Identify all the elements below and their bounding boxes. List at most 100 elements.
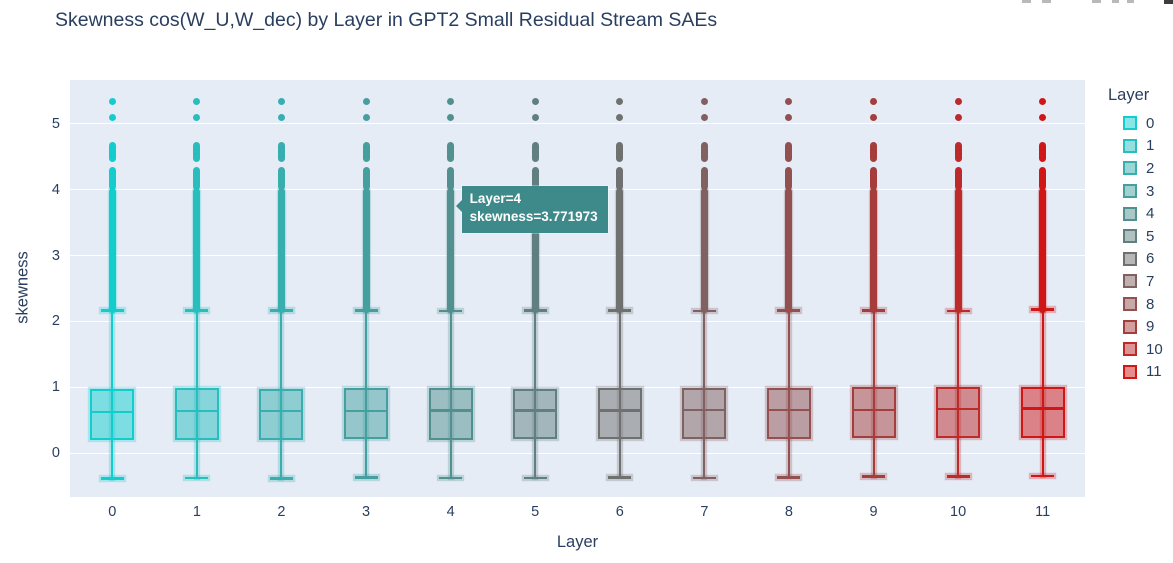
legend-item-3[interactable]: 3 <box>1106 180 1163 203</box>
box-layer-9[interactable] <box>70 80 1085 497</box>
outlier-strip <box>616 187 624 314</box>
outlier-dot <box>700 98 708 106</box>
legend-swatch-icon <box>1123 274 1137 289</box>
x-tick-label: 3 <box>361 504 371 520</box>
legend-swatch-icon <box>1123 251 1137 266</box>
box-layer-1[interactable] <box>70 80 1085 497</box>
legend-item-5[interactable]: 5 <box>1106 225 1163 248</box>
outlier-blob <box>1039 166 1047 190</box>
x-tick-label: 6 <box>615 504 624 520</box>
legend-swatch-icon <box>1123 138 1137 153</box>
box-layer-4[interactable] <box>70 80 1085 497</box>
legend-item-2[interactable]: 2 <box>1106 157 1163 180</box>
y-axis-title: skewness <box>13 251 32 324</box>
box-rect <box>428 388 473 440</box>
legend-item-label: 4 <box>1146 205 1155 223</box>
legend-item-10[interactable]: 10 <box>1106 338 1163 361</box>
box-layer-10[interactable] <box>70 80 1085 497</box>
modebar-icon-fragment[interactable] <box>1042 0 1051 3</box>
outlier-blob <box>785 166 793 190</box>
legend-swatch-icon <box>1123 319 1137 334</box>
whisker-cap-low <box>862 475 886 478</box>
outlier-dot <box>277 114 285 122</box>
legend-item-label: 5 <box>1146 227 1155 245</box>
legend-item-8[interactable]: 8 <box>1106 293 1163 316</box>
legend-item-label: 2 <box>1146 159 1155 177</box>
outlier-blob <box>1039 142 1047 163</box>
median-line <box>768 408 809 412</box>
x-tick-label: 4 <box>446 504 455 520</box>
legend-item-6[interactable]: 6 <box>1106 248 1163 271</box>
outlier-dot <box>1039 114 1047 122</box>
box-rect <box>513 388 558 439</box>
whisker-cap-low <box>523 476 547 480</box>
tooltip-line-layer: Layer=4 <box>469 190 522 206</box>
box-layer-6[interactable] <box>70 80 1085 497</box>
legend-swatch-icon <box>1123 342 1137 357</box>
median-line <box>684 408 725 412</box>
whisker-cap-high <box>185 309 209 312</box>
legend-item-1[interactable]: 1 <box>1106 135 1163 158</box>
y-tick-label: 1 <box>51 379 60 396</box>
x-tick-label: 7 <box>700 504 709 520</box>
modebar-icon-fragment[interactable] <box>1092 0 1101 3</box>
modebar-icon-fragment[interactable] <box>1022 0 1031 3</box>
box-layer-0[interactable] <box>70 80 1085 497</box>
y-tick-label: 2 <box>51 313 60 330</box>
modebar-icon-fragment[interactable] <box>1164 0 1173 4</box>
outlier-blob <box>193 166 201 190</box>
box-layer-8[interactable] <box>70 80 1085 497</box>
legend-swatch-icon <box>1123 364 1137 379</box>
box-layer-2[interactable] <box>70 80 1085 497</box>
legend-items: 0 1 2 3 4 5 6 7 8 9 10 11 <box>1106 112 1163 383</box>
outlier-dot <box>108 98 116 106</box>
legend-item-0[interactable]: 0 <box>1106 112 1163 135</box>
median-line <box>92 410 133 414</box>
outlier-blob <box>193 142 201 163</box>
outlier-strip <box>362 187 370 314</box>
outlier-dot <box>193 98 201 106</box>
outlier-blob <box>700 166 708 190</box>
outlier-dot <box>954 114 962 122</box>
outlier-strip <box>954 187 962 314</box>
box-layer-7[interactable] <box>70 80 1085 497</box>
y-tick-label: 0 <box>51 445 60 462</box>
plot-area[interactable] <box>70 80 1085 497</box>
whisker-cap-high <box>1031 308 1055 311</box>
whisker-cap-low <box>777 476 801 479</box>
legend-item-7[interactable]: 7 <box>1106 270 1163 293</box>
legend-item-label: 9 <box>1146 318 1155 336</box>
legend-item-11[interactable]: 11 <box>1106 361 1163 384</box>
modebar-icon-fragment[interactable] <box>1112 0 1119 3</box>
whisker-cap-high <box>100 309 124 312</box>
legend-swatch-icon <box>1123 297 1137 312</box>
legend-swatch-icon <box>1123 206 1137 221</box>
outlier-blob <box>447 166 455 190</box>
box-rect <box>259 388 304 440</box>
box-layer-3[interactable] <box>70 80 1085 497</box>
outlier-dot <box>870 98 878 106</box>
legend-item-4[interactable]: 4 <box>1106 202 1163 225</box>
outlier-dot <box>447 98 455 106</box>
median-line <box>938 408 979 411</box>
tooltip-arrow <box>455 199 462 212</box>
whisker-cap-low <box>185 476 209 480</box>
box-layer-5[interactable] <box>70 80 1085 497</box>
box-rect <box>936 387 981 439</box>
median-line <box>261 410 302 413</box>
whisker-cap-high <box>354 309 378 312</box>
box-layer-11[interactable] <box>70 80 1085 497</box>
modebar-icon-fragment[interactable] <box>1127 0 1134 3</box>
whisker-cap-low <box>439 476 463 480</box>
chart-title: Skewness cos(W_U,W_dec) by Layer in GPT2… <box>55 9 718 31</box>
gridline <box>70 122 1085 125</box>
median-line <box>430 409 471 412</box>
gridline <box>70 320 1085 323</box>
whisker-cap-high <box>946 309 970 313</box>
box-rect <box>1020 387 1065 439</box>
legend-item-9[interactable]: 9 <box>1106 315 1163 338</box>
x-tick-label: 11 <box>1035 504 1051 520</box>
legend-item-label: 10 <box>1146 340 1163 358</box>
outlier-dot <box>954 98 962 106</box>
